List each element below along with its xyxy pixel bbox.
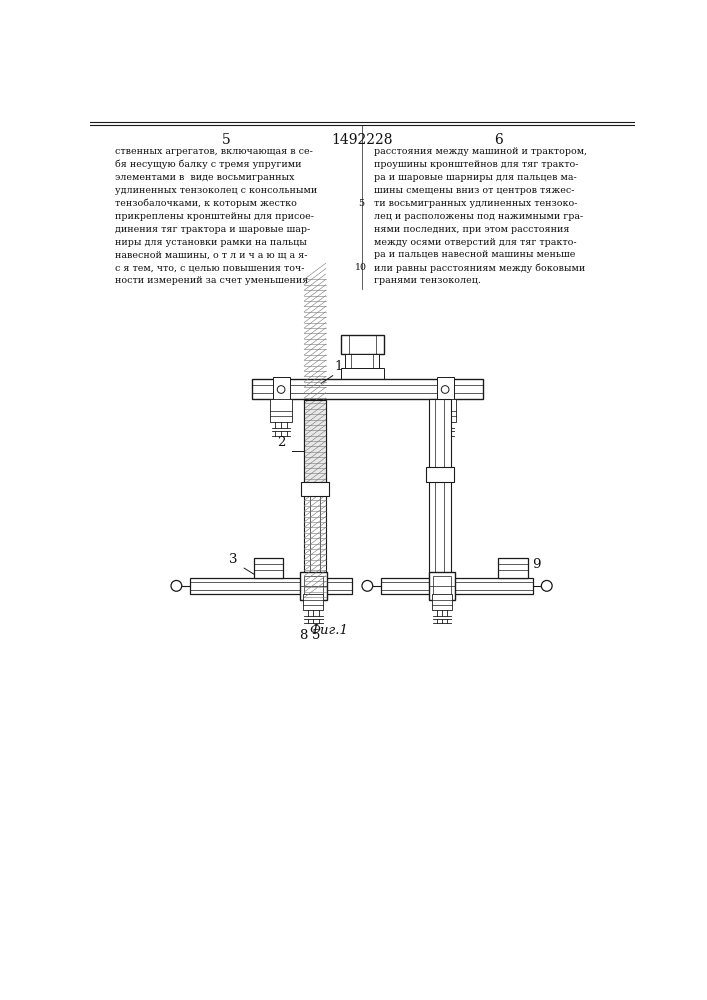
Text: ственных агрегатов, включающая в се-: ственных агрегатов, включающая в се- — [115, 147, 312, 156]
Text: с я тем, что, с целью повышения точ-: с я тем, что, с целью повышения точ- — [115, 263, 304, 272]
Text: 1: 1 — [334, 360, 343, 373]
Bar — [432, 594, 452, 610]
Text: прикреплены кронштейны для присое-: прикреплены кронштейны для присое- — [115, 212, 314, 221]
Bar — [303, 594, 324, 610]
Text: 2: 2 — [277, 436, 286, 449]
Bar — [426, 466, 454, 482]
Text: ности измерений за счет уменьшения: ности измерений за счет уменьшения — [115, 276, 308, 285]
Bar — [498, 558, 527, 578]
Circle shape — [277, 386, 285, 393]
Bar — [300, 572, 327, 600]
Bar — [304, 400, 326, 490]
Text: ти восьмигранных удлиненных тензоко-: ти восьмигранных удлиненных тензоко- — [373, 199, 577, 208]
Text: 5: 5 — [358, 199, 364, 208]
Text: 3: 3 — [230, 553, 238, 566]
Text: ра и пальцев навесной машины меньше: ра и пальцев навесной машины меньше — [373, 250, 575, 259]
Bar — [254, 558, 284, 578]
Bar — [301, 482, 329, 496]
Circle shape — [441, 386, 449, 393]
Circle shape — [171, 580, 182, 591]
Text: или равны расстояниям между боковыми: или равны расстояниям между боковыми — [373, 263, 585, 273]
Bar — [273, 377, 290, 401]
Text: ниры для установки рамки на пальцы: ниры для установки рамки на пальцы — [115, 238, 307, 247]
Bar — [190, 578, 352, 594]
Text: 6: 6 — [494, 133, 503, 147]
Text: элементами в  виде восьмигранных: элементами в виде восьмигранных — [115, 173, 294, 182]
Bar — [429, 572, 455, 600]
Bar — [429, 399, 450, 586]
Text: 10: 10 — [355, 263, 367, 272]
Bar — [381, 578, 533, 594]
Bar — [252, 379, 483, 399]
Bar — [437, 377, 454, 401]
Text: удлиненных тензоколец с консольными: удлиненных тензоколец с консольными — [115, 186, 317, 195]
Text: расстояния между машиной и трактором,: расстояния между машиной и трактором, — [373, 147, 587, 156]
Bar — [434, 399, 456, 422]
Text: нями последних, при этом расстояния: нями последних, при этом расстояния — [373, 225, 569, 234]
Bar — [304, 399, 326, 586]
Text: Фиг.1: Фиг.1 — [310, 624, 349, 637]
Text: шины смещены вниз от центров тяжес-: шины смещены вниз от центров тяжес- — [373, 186, 574, 195]
Text: проушины кронштейнов для тяг тракто-: проушины кронштейнов для тяг тракто- — [373, 160, 578, 169]
Bar — [341, 368, 383, 379]
Text: 8: 8 — [299, 629, 308, 642]
Text: тензобалочками, к которым жестко: тензобалочками, к которым жестко — [115, 199, 297, 208]
Bar — [433, 576, 451, 596]
Text: динения тяг трактора и шаровые шар-: динения тяг трактора и шаровые шар- — [115, 225, 310, 234]
Circle shape — [362, 580, 373, 591]
Bar — [270, 399, 292, 422]
Circle shape — [542, 580, 552, 591]
Text: 5: 5 — [312, 629, 321, 642]
Text: гранями тензоколец.: гранями тензоколец. — [373, 276, 480, 285]
Text: ра и шаровые шарниры для пальцев ма-: ра и шаровые шарниры для пальцев ма- — [373, 173, 576, 182]
Text: 9: 9 — [532, 558, 541, 571]
Bar — [304, 400, 326, 490]
Bar — [304, 576, 322, 596]
Text: лец и расположены под нажимными гра-: лец и расположены под нажимными гра- — [373, 212, 583, 221]
Bar — [345, 354, 379, 368]
Bar — [341, 335, 383, 354]
Text: между осями отверстий для тяг тракто-: между осями отверстий для тяг тракто- — [373, 238, 576, 247]
Text: бя несущую балку с тремя упругими: бя несущую балку с тремя упругими — [115, 160, 301, 169]
Text: 5: 5 — [222, 133, 230, 147]
Text: 1492228: 1492228 — [331, 133, 392, 147]
Text: навесной машины, о т л и ч а ю щ а я-: навесной машины, о т л и ч а ю щ а я- — [115, 250, 308, 259]
